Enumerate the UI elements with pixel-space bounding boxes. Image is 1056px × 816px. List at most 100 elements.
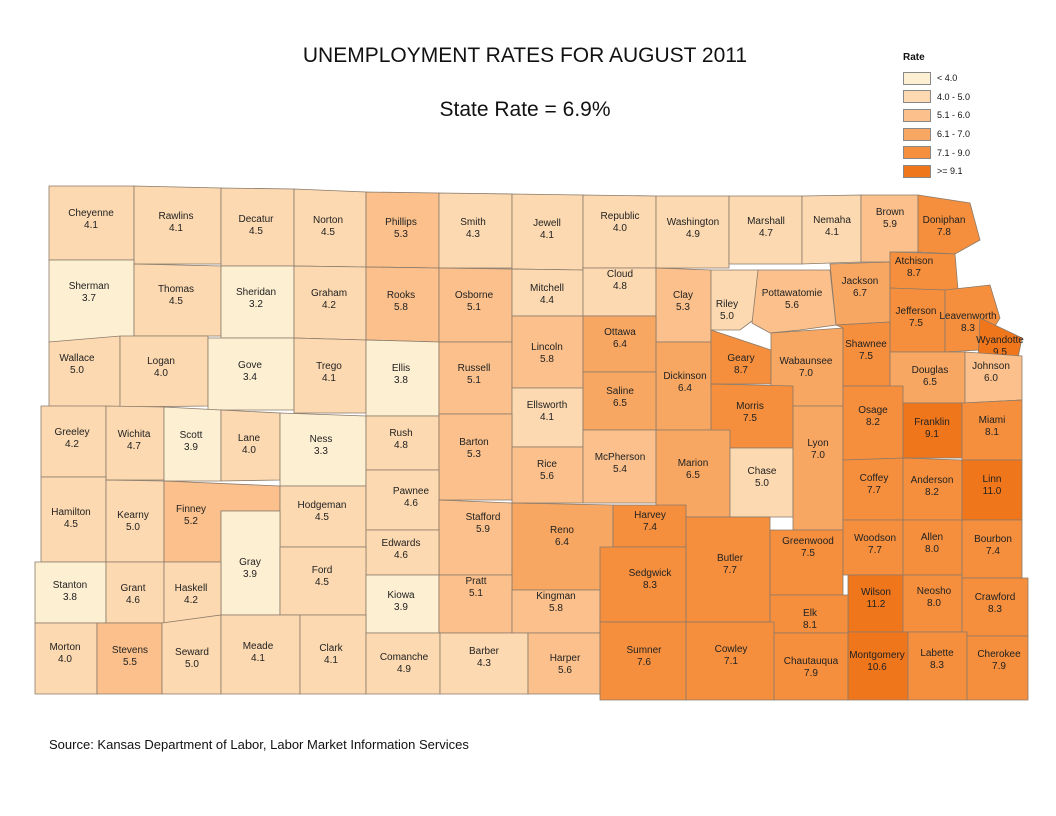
county-rate: 8.2 [866, 417, 880, 428]
county-name: Gray [239, 557, 261, 568]
legend-swatch [903, 146, 931, 160]
county-name: Cloud [607, 269, 633, 280]
legend-label: < 4.0 [937, 73, 958, 84]
county-rate: 5.4 [613, 464, 627, 475]
county-rate: 5.0 [126, 522, 140, 533]
county-shape [105, 479, 165, 563]
county-name: Scott [180, 430, 203, 441]
legend-swatch [903, 71, 931, 85]
county-rate: 4.0 [613, 223, 627, 234]
county-name: Trego [316, 361, 342, 372]
county-shape [655, 195, 730, 269]
county-rate: 4.8 [394, 440, 408, 451]
county-rate: 9.5 [993, 347, 1007, 358]
county-name: Reno [550, 525, 574, 536]
county-name: Pawnee [393, 486, 430, 497]
county-name: Chase [748, 466, 777, 477]
county-name: Franklin [914, 417, 950, 428]
county-name: Jefferson [896, 306, 937, 317]
county-name: Smith [460, 217, 486, 228]
county-name: Neosho [917, 586, 952, 597]
legend-title: Rate [903, 52, 925, 63]
county-rate: 7.5 [909, 318, 923, 329]
county-name: Seward [175, 647, 209, 658]
county-rate: 3.8 [63, 592, 77, 603]
county-rate: 7.4 [643, 522, 657, 533]
county-name: Dickinson [663, 371, 706, 382]
county-shape [751, 269, 837, 334]
legend-swatch [903, 127, 931, 141]
county-name: Gove [238, 360, 262, 371]
county-rate: 8.7 [907, 268, 921, 279]
county-rate: 4.8 [613, 281, 627, 292]
county-name: Butler [717, 553, 744, 564]
county-name: Wallace [59, 353, 95, 364]
county-rate: 11.0 [983, 486, 1002, 497]
county-shape [966, 635, 1029, 701]
county-rate: 4.2 [65, 439, 79, 450]
county-name: Sumner [626, 645, 662, 656]
county-rate: 7.9 [804, 668, 818, 679]
county-rate: 6.5 [686, 470, 700, 481]
county-rate: 8.3 [988, 604, 1002, 615]
county-rate: 5.8 [394, 302, 408, 313]
county-name: Phillips [385, 217, 417, 228]
county-rate: 5.2 [184, 516, 198, 527]
county-name: Rice [537, 459, 557, 470]
county-name: Jewell [533, 218, 561, 229]
county-name: Cowley [715, 644, 748, 655]
county-name: Ness [310, 434, 333, 445]
county-name: Lane [238, 433, 261, 444]
county-rate: 4.6 [126, 595, 140, 606]
county-rate: 6.5 [613, 398, 627, 409]
county-rate: 5.6 [558, 665, 572, 676]
county-name: Pratt [465, 576, 486, 587]
county-name: Morris [736, 401, 764, 412]
county-name: Ellsworth [527, 400, 568, 411]
county-rate: 4.3 [466, 229, 480, 240]
county-name: Wyandotte [976, 335, 1024, 346]
county-rate: 7.1 [724, 656, 738, 667]
county-name: Labette [920, 648, 954, 659]
county-name: McPherson [595, 452, 646, 463]
county-name: Jackson [842, 276, 879, 287]
county-name: Ellis [392, 363, 410, 374]
state-rate-subtitle: State Rate = 6.9% [439, 98, 611, 121]
county-rate: 7.8 [937, 227, 951, 238]
county-rate: 7.9 [992, 661, 1006, 672]
county-name: Crawford [975, 592, 1016, 603]
legend-item: 4.0 - 5.0 [903, 88, 1053, 107]
county-name: Johnson [972, 361, 1010, 372]
county-rate: 8.1 [985, 427, 999, 438]
county-rate: 5.1 [469, 588, 483, 599]
county-name: Miami [979, 415, 1006, 426]
county-rate: 4.2 [322, 300, 336, 311]
county-name: Graham [311, 288, 347, 299]
